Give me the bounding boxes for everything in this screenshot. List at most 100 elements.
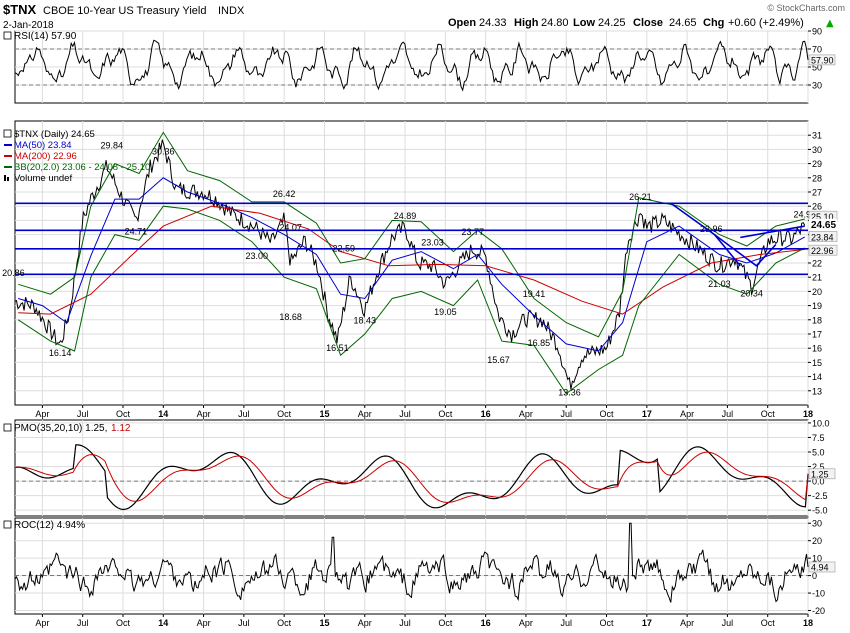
xtick-label-price: Jul bbox=[238, 409, 250, 419]
price-annotation: 22.59 bbox=[333, 244, 356, 254]
pmo-legend-text: PMO(35,20,10) 1.25, bbox=[14, 423, 107, 434]
last-label-bg bbox=[808, 231, 838, 242]
price-annotation: 16.14 bbox=[49, 348, 72, 358]
low-value: 24.25 bbox=[598, 17, 626, 29]
price-annotation: 20.86 bbox=[2, 268, 25, 278]
ytick-label-price: 20 bbox=[812, 287, 822, 297]
xtick-label-roc: Oct bbox=[277, 618, 292, 628]
price-annotation: 29.84 bbox=[100, 141, 123, 151]
ytick-label-roc: 0 bbox=[812, 571, 817, 581]
price-line bbox=[14, 139, 806, 390]
xtick-label-roc: Apr bbox=[35, 618, 49, 628]
ytick-label-price: 19 bbox=[812, 301, 822, 311]
up-arrow-icon: ▲ bbox=[826, 18, 834, 29]
trend-overlays bbox=[15, 202, 808, 276]
bb-lower-line bbox=[17, 205, 806, 395]
chg-label: Chg bbox=[703, 17, 724, 29]
xtick-label-price: 17 bbox=[642, 409, 652, 419]
xtick-label-roc: Jul bbox=[722, 618, 734, 628]
pmo-legend-swatch bbox=[3, 423, 12, 432]
ma50-line bbox=[18, 177, 806, 352]
x-axes: Apr Jul Oct 14 Apr Jul Oct 15 Apr Jul Oct 16 Apr Jul O… bbox=[35, 405, 813, 628]
ytick-label-rsi: 70 bbox=[812, 45, 822, 55]
rsi-line bbox=[14, 39, 809, 92]
ytick-label-price: 15 bbox=[812, 358, 822, 368]
roc-legend: ROC(12) 4.94% bbox=[3, 520, 85, 531]
price-legend-swatch bbox=[3, 129, 12, 138]
price-annotation: 24.07 bbox=[279, 223, 302, 233]
pmo-signal-line bbox=[15, 451, 809, 503]
xtick-label-price: Oct bbox=[277, 409, 292, 419]
reference-lines bbox=[15, 48, 808, 576]
y-axes: 3050709013141516171819202122232425262728… bbox=[808, 27, 830, 616]
price-annotation: 20.34 bbox=[740, 289, 763, 299]
price-annotation: 26.42 bbox=[273, 189, 296, 199]
open-label: Open bbox=[448, 17, 476, 29]
price-annotation: 24.99 bbox=[794, 210, 817, 220]
high-label: High bbox=[514, 17, 539, 29]
brand-logo: © StockCharts.com bbox=[767, 3, 845, 13]
chg-value: +0.60 (+2.49%) bbox=[728, 17, 804, 29]
price-legend-text: Volume undef bbox=[14, 173, 72, 184]
rsi-last-label: 57.90 bbox=[811, 55, 834, 65]
xtick-label-price: Jul bbox=[399, 409, 411, 419]
roc-last-label: 4.94 bbox=[811, 562, 829, 572]
ytick-label-price: 29 bbox=[812, 159, 822, 169]
xtick-label-roc: Apr bbox=[680, 618, 694, 628]
low-label: Low bbox=[573, 17, 595, 29]
xtick-label-price: Jul bbox=[560, 409, 572, 419]
pmo-legend: PMO(35,20,10) 1.25, 1.12 bbox=[3, 423, 131, 434]
last-label-price: 22.96 bbox=[811, 246, 834, 256]
xtick-label-roc: Oct bbox=[438, 618, 453, 628]
ma200-line bbox=[18, 205, 805, 315]
xtick-label-roc: Jul bbox=[399, 618, 411, 628]
xtick-label-roc: Oct bbox=[116, 618, 131, 628]
ytick-label-price: 30 bbox=[812, 145, 822, 155]
price-annotations: 20.86 16.14 29.84 24.71 30.36 26.42 24.07 23.00… bbox=[2, 141, 816, 398]
xtick-label-price: 15 bbox=[319, 409, 329, 419]
ytick-label-price: 13 bbox=[812, 386, 822, 396]
ytick-label-price: 18 bbox=[812, 315, 822, 325]
trendline bbox=[714, 233, 777, 267]
ytick-label-price: 21 bbox=[812, 273, 822, 283]
ytick-label-roc: -20 bbox=[812, 606, 825, 616]
xtick-label-price: Jul bbox=[722, 409, 734, 419]
ytick-label-price: 22 bbox=[812, 259, 822, 269]
price-legend-text: MA(200) 22.96 bbox=[14, 151, 77, 162]
xtick-label-price: Apr bbox=[197, 409, 211, 419]
series-layer bbox=[14, 39, 809, 603]
xtick-label-price: Apr bbox=[519, 409, 533, 419]
xtick-label-price: Oct bbox=[600, 409, 615, 419]
xtick-label-price: Oct bbox=[116, 409, 131, 419]
roc-legend-text: ROC(12) 4.94% bbox=[14, 520, 85, 531]
rsi-legend-swatch bbox=[3, 31, 12, 40]
xtick-label-roc: 16 bbox=[481, 618, 491, 628]
rsi-last-bg bbox=[808, 54, 836, 66]
xtick-label-roc: Apr bbox=[197, 618, 211, 628]
last-label-bg bbox=[808, 244, 838, 256]
panel-frame-roc bbox=[14, 517, 809, 615]
ytick-label-pmo: 2.5 bbox=[812, 462, 825, 472]
panel-frames bbox=[14, 30, 809, 615]
open-value: 24.33 bbox=[479, 17, 507, 29]
price-legend-text: MA(50) 23.84 bbox=[14, 140, 72, 151]
trendline bbox=[740, 225, 805, 239]
ytick-label-pmo: -5.0 bbox=[812, 506, 828, 516]
ytick-label-roc: 30 bbox=[812, 519, 822, 529]
ytick-label-rsi: 50 bbox=[812, 63, 822, 73]
xtick-label-price: 16 bbox=[481, 409, 491, 419]
ytick-label-roc: 20 bbox=[812, 536, 822, 546]
xtick-label-roc: 14 bbox=[158, 618, 168, 628]
price-annotation: 16.51 bbox=[326, 343, 349, 353]
ytick-label-price: 31 bbox=[812, 131, 822, 141]
security-name: CBOE 10-Year US Treasury Yield bbox=[43, 5, 206, 17]
symbol: $TNX bbox=[3, 2, 37, 17]
xtick-label-price: 14 bbox=[158, 409, 168, 419]
close-value: 24.65 bbox=[669, 17, 697, 29]
price-legend-text: $TNX (Daily) 24.65 bbox=[14, 129, 95, 140]
pmo-legend-signal: 1.12 bbox=[111, 423, 131, 434]
price-annotation: 23.96 bbox=[700, 224, 723, 234]
